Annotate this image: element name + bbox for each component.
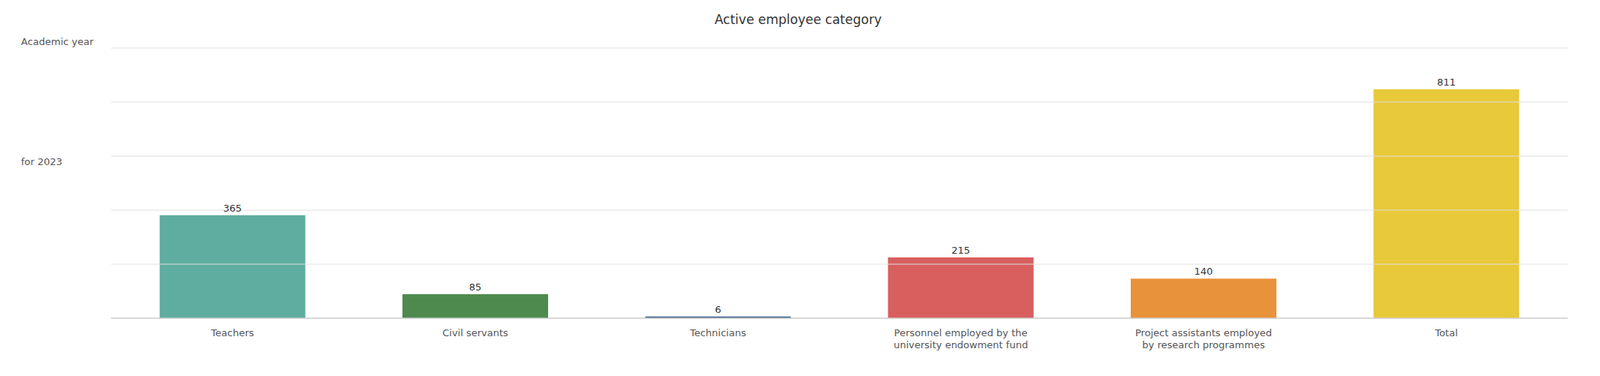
svg-text:Civil servants: Civil servants bbox=[442, 327, 509, 339]
svg-text:Total: Total bbox=[1434, 327, 1458, 339]
svg-text:215: 215 bbox=[951, 244, 971, 257]
svg-text:Project assistants employedby: Project assistants employedby research p… bbox=[1135, 327, 1272, 351]
svg-text:6: 6 bbox=[714, 304, 721, 316]
html-text:for 2023: for 2023 bbox=[21, 156, 63, 168]
svg-text:85: 85 bbox=[469, 281, 483, 293]
svg-text:Teachers: Teachers bbox=[210, 327, 254, 339]
svg-text:811: 811 bbox=[1437, 76, 1456, 88]
html-text:Academic year: Academic year bbox=[21, 36, 94, 48]
svg-text:140: 140 bbox=[1194, 265, 1214, 278]
html-text:Active employee category: Active employee category bbox=[714, 12, 882, 28]
svg-text:Personnel employed by theunive: Personnel employed by theuniversity endo… bbox=[893, 327, 1028, 351]
svg-text:Technicians: Technicians bbox=[689, 327, 747, 339]
svg-text:365: 365 bbox=[222, 202, 242, 214]
